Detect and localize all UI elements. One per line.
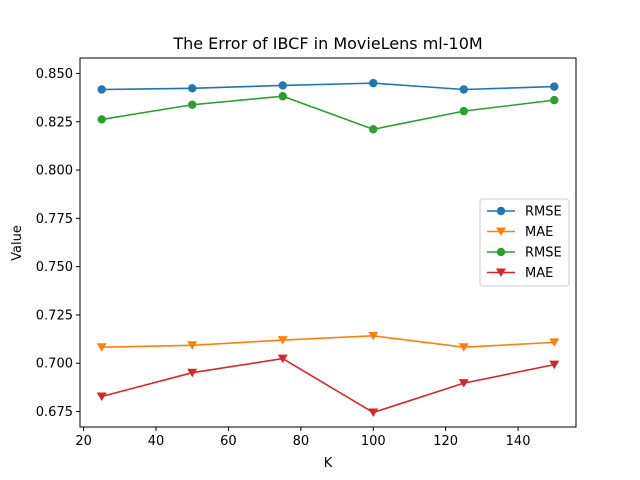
- y-tick-label: 0.775: [36, 212, 73, 227]
- series-1-point: [369, 78, 378, 88]
- series-2-point: [368, 331, 379, 341]
- series-1-point: [188, 84, 197, 93]
- legend-marker: [496, 268, 506, 277]
- series-1-point: [278, 81, 287, 90]
- legend-entry: MAE: [487, 225, 553, 240]
- x-tick-label: 140: [506, 434, 531, 449]
- y-tick-label: 0.800: [36, 164, 73, 179]
- legend-entry: MAE: [487, 266, 553, 281]
- series-2-point: [187, 341, 198, 350]
- series-4-point: [549, 360, 560, 370]
- series-4-line: [101, 357, 555, 414]
- series-3-point: [550, 95, 559, 105]
- x-tick-label: 120: [433, 434, 458, 449]
- legend-label: RMSE: [525, 205, 562, 220]
- series-4-point: [458, 379, 469, 388]
- x-tick-label: 60: [220, 434, 237, 449]
- series-3-point: [97, 115, 106, 124]
- series-4-point: [277, 354, 288, 364]
- y-tick-label: 0.700: [36, 357, 73, 372]
- series-1-point: [550, 82, 559, 91]
- series-2-point: [549, 338, 560, 347]
- series-2-point: [458, 343, 469, 352]
- y-tick-label: 0.750: [36, 260, 73, 275]
- series-1-point: [459, 85, 468, 94]
- series-2-line: [101, 335, 555, 349]
- series-4: [96, 354, 560, 418]
- plot-frame: [79, 57, 577, 428]
- y-tick-label: 0.850: [36, 67, 73, 82]
- series-1-line: [101, 82, 555, 91]
- legend-label: MAE: [525, 266, 553, 281]
- series-4-point: [96, 392, 107, 401]
- legend-box: [479, 198, 570, 287]
- y-tick-label: 0.725: [36, 308, 73, 323]
- legend: RMSE MAE RMSE MAE: [479, 198, 570, 287]
- legend-marker: [496, 247, 506, 257]
- y-tick-label: 0.675: [36, 405, 73, 420]
- legend-entry: RMSE: [487, 205, 562, 220]
- plot-area: [96, 78, 560, 418]
- x-axis: 20 40 60 80 100 120 140: [75, 427, 530, 449]
- series-3-point: [188, 100, 197, 109]
- x-axis-label: K: [324, 456, 333, 471]
- series-1-point: [97, 85, 106, 94]
- series-4-point: [187, 368, 198, 378]
- series-2: [96, 331, 560, 352]
- legend-entry: RMSE: [487, 246, 562, 261]
- legend-marker: [496, 227, 506, 236]
- series-3-point: [369, 125, 378, 134]
- legend-marker: [496, 206, 506, 216]
- series-3-point: [278, 92, 287, 101]
- x-tick-label: 20: [75, 434, 92, 449]
- x-tick-label: 100: [361, 434, 386, 449]
- y-axis: 0.675 0.700 0.725 0.750 0.775 0.800 0.825 0.850: [36, 67, 80, 420]
- legend-label: MAE: [525, 225, 553, 240]
- series-1: [97, 78, 559, 94]
- x-tick-label: 80: [293, 434, 310, 449]
- series-3-line: [101, 95, 555, 131]
- x-tick-label: 40: [148, 434, 165, 449]
- series-2-point: [277, 336, 288, 345]
- y-axis-label: Value: [10, 225, 25, 261]
- series-4-point: [368, 408, 379, 418]
- series-2-point: [96, 343, 107, 352]
- chart-title: The Error of IBCF in MovieLens ml-10M: [172, 34, 482, 53]
- legend-label: RMSE: [525, 246, 562, 261]
- y-tick-label: 0.825: [36, 115, 73, 130]
- series-3-point: [459, 106, 468, 116]
- series-3: [97, 92, 559, 134]
